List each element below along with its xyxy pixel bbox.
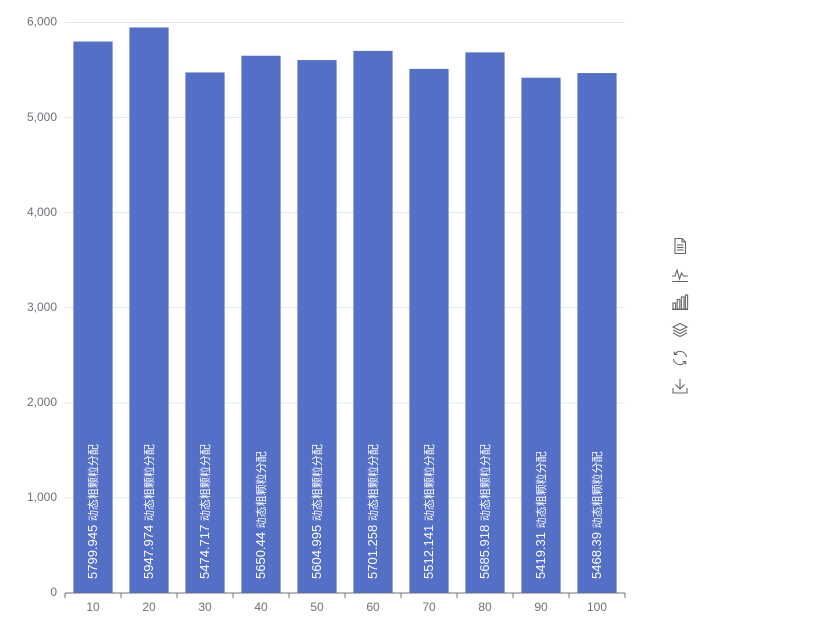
bar-data-label: 5474.717 动态粗颗粒分配 bbox=[197, 444, 212, 579]
toolbox bbox=[668, 232, 692, 400]
bar-series-name: 动态粗颗粒分配 bbox=[478, 444, 492, 521]
data-view-icon[interactable] bbox=[668, 232, 692, 260]
bar[interactable] bbox=[241, 55, 281, 594]
y-tick-label: 5,000 bbox=[27, 110, 57, 124]
bar-data-label: 5604.995 动态粗颗粒分配 bbox=[309, 444, 324, 579]
bar-data-label: 5701.258 动态粗颗粒分配 bbox=[365, 444, 380, 579]
x-tick-label: 60 bbox=[366, 600, 380, 614]
bar-value-label: 5650.44 bbox=[253, 528, 268, 579]
stack-icon[interactable] bbox=[668, 316, 692, 344]
x-tick-label: 50 bbox=[310, 600, 324, 614]
bar[interactable] bbox=[129, 27, 169, 594]
x-tick-label: 100 bbox=[587, 600, 607, 614]
bar[interactable] bbox=[521, 77, 561, 594]
restore-icon[interactable] bbox=[668, 344, 692, 372]
bar-data-label: 5650.44 动态粗颗粒分配 bbox=[253, 451, 268, 579]
bar-chart-icon[interactable] bbox=[668, 288, 692, 316]
x-axis: 10 20 30 40 50 60 70 80 90 100 bbox=[64, 592, 626, 614]
x-tick-label: 80 bbox=[478, 600, 492, 614]
bar-series-name: 动态粗颗粒分配 bbox=[86, 444, 100, 521]
bar-series-name: 动态粗颗粒分配 bbox=[590, 451, 604, 528]
y-tick-label: 1,000 bbox=[27, 490, 57, 504]
bar-data-label: 5419.31 动态粗颗粒分配 bbox=[533, 451, 548, 579]
bar-value-label: 5947.974 bbox=[141, 521, 156, 579]
bar[interactable] bbox=[73, 41, 113, 593]
bar-value-label: 5799.945 bbox=[85, 521, 100, 579]
x-tick-label: 10 bbox=[86, 600, 100, 614]
bar-value-label: 5474.717 bbox=[197, 521, 212, 579]
bar[interactable] bbox=[297, 60, 337, 593]
x-tick-label: 90 bbox=[534, 600, 548, 614]
bar[interactable] bbox=[465, 52, 505, 594]
bar[interactable] bbox=[185, 72, 225, 593]
bar-data-label: 5512.141 动态粗颗粒分配 bbox=[421, 444, 436, 579]
bar[interactable] bbox=[409, 68, 449, 593]
bar-value-label: 5604.995 bbox=[309, 521, 324, 579]
bar-value-label: 5512.141 bbox=[421, 521, 436, 579]
y-tick-label: 0 bbox=[50, 585, 57, 599]
y-tick-label: 3,000 bbox=[27, 300, 57, 314]
bar-series-name: 动态粗颗粒分配 bbox=[534, 451, 548, 528]
x-tick-label: 70 bbox=[422, 600, 436, 614]
bar-value-label: 5685.918 bbox=[477, 521, 492, 579]
line-chart-icon[interactable] bbox=[668, 260, 692, 288]
save-image-icon[interactable] bbox=[668, 372, 692, 400]
bar-series-name: 动态粗颗粒分配 bbox=[198, 444, 212, 521]
bar-series-name: 动态粗颗粒分配 bbox=[310, 444, 324, 521]
y-tick-label: 2,000 bbox=[27, 395, 57, 409]
bar-series-name: 动态粗颗粒分配 bbox=[422, 444, 436, 521]
bar-data-label: 5947.974 动态粗颗粒分配 bbox=[141, 444, 156, 579]
bar[interactable] bbox=[353, 50, 393, 593]
x-tick-label: 20 bbox=[142, 600, 156, 614]
bar-value-label: 5468.39 bbox=[589, 528, 604, 579]
bar-series-name: 动态粗颗粒分配 bbox=[254, 451, 268, 528]
y-tick-label: 6,000 bbox=[27, 15, 57, 29]
bar[interactable] bbox=[577, 73, 617, 594]
x-tick-label: 40 bbox=[254, 600, 268, 614]
bar-series-name: 动态粗颗粒分配 bbox=[142, 444, 156, 521]
bar-data-label: 5468.39 动态粗颗粒分配 bbox=[589, 451, 604, 579]
bar-series-name: 动态粗颗粒分配 bbox=[366, 444, 380, 521]
x-tick-label: 30 bbox=[198, 600, 212, 614]
bar-value-label: 5701.258 bbox=[365, 521, 380, 579]
y-axis: 0 1,000 2,000 3,000 4,000 5,000 6,000 bbox=[27, 15, 57, 600]
bar-value-label: 5419.31 bbox=[533, 528, 548, 579]
bar-data-label: 5685.918 动态粗颗粒分配 bbox=[477, 444, 492, 579]
y-tick-label: 4,000 bbox=[27, 205, 57, 219]
bar-data-label: 5799.945 动态粗颗粒分配 bbox=[85, 444, 100, 579]
